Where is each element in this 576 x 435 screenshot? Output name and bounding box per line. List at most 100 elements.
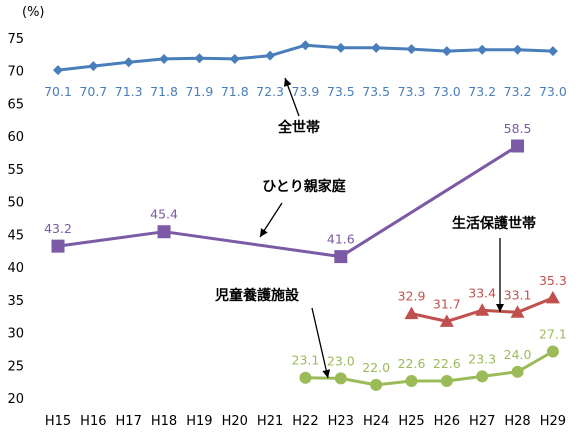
annotation-arrow-head xyxy=(260,228,268,237)
data-point xyxy=(157,225,171,239)
data-label: 71.8 xyxy=(150,84,178,99)
data-point xyxy=(265,50,276,61)
data-point xyxy=(475,303,490,316)
annotation: 児童養護施設 xyxy=(214,287,331,379)
data-label: 31.7 xyxy=(433,296,461,311)
data-point xyxy=(371,42,382,53)
data-label: 72.3 xyxy=(256,84,284,99)
y-tick-label: 75 xyxy=(7,32,24,47)
data-label: 73.5 xyxy=(362,84,390,99)
data-point xyxy=(546,345,559,358)
y-tick-label: 55 xyxy=(7,163,24,178)
data-point xyxy=(370,378,383,391)
data-label: 23.3 xyxy=(468,351,496,366)
annotation-label: 生活保護世帯 xyxy=(452,215,536,232)
data-label: 71.9 xyxy=(185,84,213,99)
data-point xyxy=(159,53,170,64)
data-label: 73.2 xyxy=(504,84,532,99)
data-label: 73.9 xyxy=(292,84,320,99)
x-tick-label: H18 xyxy=(151,414,177,429)
data-point xyxy=(439,314,454,327)
y-tick-label: 20 xyxy=(7,392,24,407)
annotation-label: 児童養護施設 xyxy=(214,287,300,304)
data-label: 33.1 xyxy=(504,287,532,302)
x-tick-label: H20 xyxy=(222,414,248,429)
data-label: 41.6 xyxy=(327,232,355,247)
data-point xyxy=(335,42,346,53)
data-point xyxy=(406,44,417,55)
data-label: 73.2 xyxy=(468,84,496,99)
x-tick-label: H21 xyxy=(257,414,283,429)
annotation-arrow-head xyxy=(322,369,331,378)
x-tick-label: H17 xyxy=(116,414,142,429)
y-tick-label: 30 xyxy=(7,327,24,342)
y-tick-label: 65 xyxy=(7,97,24,112)
series-2 xyxy=(404,290,560,327)
data-point xyxy=(53,65,63,76)
y-tick-label: 25 xyxy=(7,359,24,374)
x-tick-label: H24 xyxy=(363,414,389,429)
data-label: 23.0 xyxy=(327,353,355,368)
data-label: 58.5 xyxy=(504,121,532,136)
series-group xyxy=(51,40,560,391)
x-tick-label: H25 xyxy=(398,414,424,429)
annotation: ひとり親家庭 xyxy=(259,178,347,238)
y-tick-label: 40 xyxy=(7,261,24,276)
data-point xyxy=(545,290,560,304)
data-point xyxy=(547,46,558,57)
annotation-arrow-head xyxy=(284,78,292,87)
data-point xyxy=(511,139,525,153)
annotation-label: 全世帯 xyxy=(277,119,320,136)
series-3 xyxy=(299,345,559,391)
data-point xyxy=(299,371,312,384)
data-label: 22.6 xyxy=(433,356,461,371)
data-label: 27.1 xyxy=(539,327,567,342)
data-label: 32.9 xyxy=(398,289,426,304)
data-point xyxy=(334,250,348,264)
annotation: 全世帯 xyxy=(277,77,320,136)
data-label: 71.8 xyxy=(221,84,249,99)
data-label: 35.3 xyxy=(539,273,567,288)
data-label: 71.3 xyxy=(115,84,143,99)
data-point xyxy=(51,239,65,253)
data-label: 24.0 xyxy=(504,347,532,362)
data-point xyxy=(88,61,99,72)
data-label: 70.7 xyxy=(79,84,107,99)
x-tick-label: H15 xyxy=(45,414,71,429)
data-label: 43.2 xyxy=(44,221,72,236)
y-tick-label: 60 xyxy=(7,130,24,145)
annotation: 生活保護世帯 xyxy=(452,215,536,312)
data-label: 73.5 xyxy=(327,84,355,99)
series-0 xyxy=(53,40,558,76)
data-point xyxy=(194,53,205,64)
data-labels: 70.1 70.7 71.3 71.8 71.9 71.8 72.3 73.9 73.5 73.5… xyxy=(44,84,567,375)
data-point xyxy=(404,306,419,320)
data-label: 73.3 xyxy=(398,84,426,99)
x-tick-label: H16 xyxy=(80,414,106,429)
data-point xyxy=(405,374,418,387)
annotation-arrow-head xyxy=(496,304,504,312)
data-point xyxy=(440,374,453,387)
series-1 xyxy=(51,139,525,264)
data-point xyxy=(511,365,524,378)
data-label: 22.6 xyxy=(398,356,426,371)
data-label: 33.4 xyxy=(468,285,496,300)
x-tick-label: H22 xyxy=(292,414,318,429)
annotation-arrow-line xyxy=(311,307,329,379)
x-tick-label: H29 xyxy=(540,414,566,429)
y-tick-label: 45 xyxy=(7,228,24,243)
data-label: 73.0 xyxy=(539,84,567,99)
data-point xyxy=(476,370,489,383)
data-point xyxy=(477,44,488,55)
y-unit-label: (%) xyxy=(22,5,45,20)
x-tick-label: H27 xyxy=(469,414,495,429)
data-label: 23.1 xyxy=(292,353,320,368)
x-tick-label: H28 xyxy=(504,414,530,429)
x-tick-label: H26 xyxy=(434,414,460,429)
data-point xyxy=(229,53,240,64)
annotation-label: ひとり親家庭 xyxy=(262,178,347,195)
x-tick-label: H19 xyxy=(186,414,212,429)
